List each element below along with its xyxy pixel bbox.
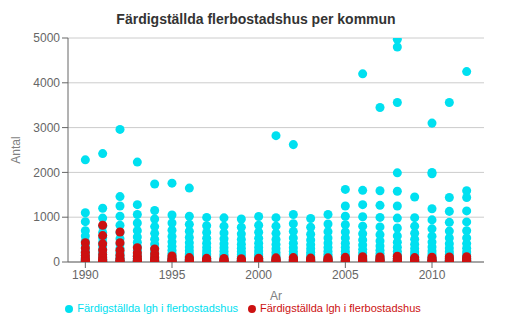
svg-text:2000: 2000 [245, 268, 272, 282]
svg-text:Ar: Ar [270, 289, 282, 303]
svg-text:5000: 5000 [33, 31, 60, 45]
svg-text:2005: 2005 [332, 268, 359, 282]
html-text:Färdigställda lgh i flerbostad: Färdigställda lgh i flerbostadshus [77, 302, 238, 314]
svg-text:1995: 1995 [159, 268, 186, 282]
svg-text:2010: 2010 [419, 268, 446, 282]
svg-text:1990: 1990 [72, 268, 99, 282]
svg-text:3000: 3000 [33, 121, 60, 135]
svg-text:0: 0 [53, 255, 60, 269]
svg-text:2000: 2000 [33, 166, 60, 180]
svg-text:Antal: Antal [9, 136, 23, 163]
svg-text:1000: 1000 [33, 210, 60, 224]
svg-text:4000: 4000 [33, 76, 60, 90]
html-text:Färdigställda lgh i flerbostad: Färdigställda lgh i flerbostadshus [260, 302, 421, 314]
html-text:Färdigställda flerbostadshus p: Färdigställda flerbostadshus per kommun [116, 11, 396, 27]
